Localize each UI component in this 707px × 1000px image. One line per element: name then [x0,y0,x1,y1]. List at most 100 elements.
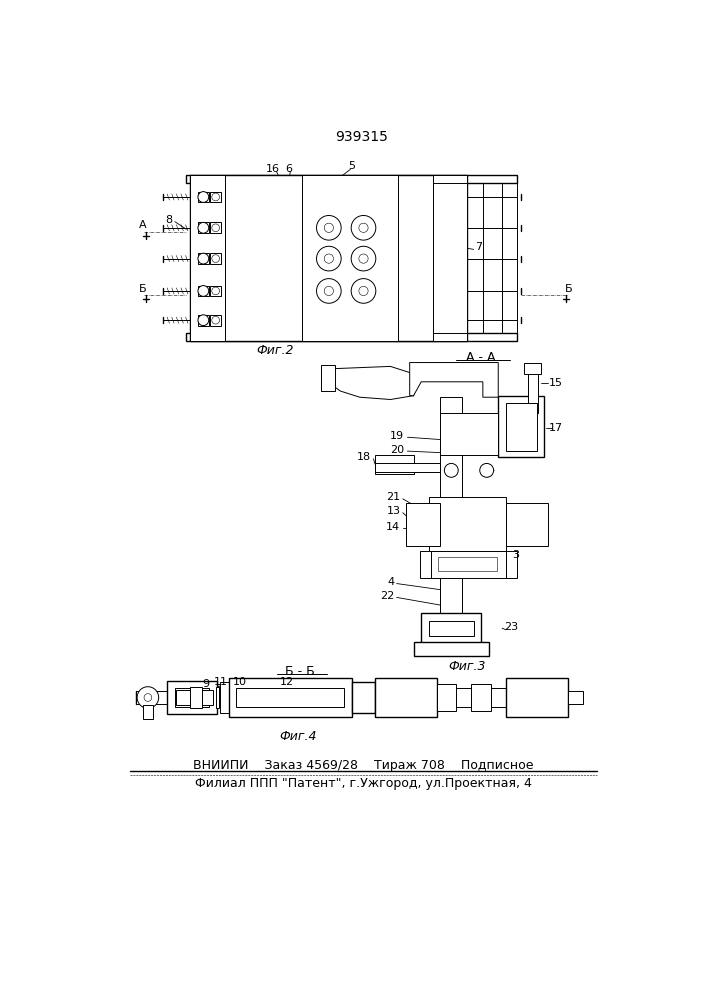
Text: 14: 14 [386,522,400,532]
Bar [414,642,489,656]
Bar [167,681,217,714]
Circle shape [317,215,341,240]
Bar [210,286,221,296]
Bar [491,688,506,707]
Bar [429,497,506,551]
Bar [498,396,544,457]
Bar [429,551,506,578]
Text: 939315: 939315 [336,130,388,144]
Text: 5: 5 [349,161,356,171]
Bar [210,222,221,233]
Bar [219,682,229,713]
Circle shape [480,463,493,477]
Text: Б: Б [566,284,573,294]
Bar [210,253,221,264]
Text: Фиг.3: Фиг.3 [449,660,486,673]
Circle shape [351,215,376,240]
Circle shape [325,254,334,263]
Text: 12: 12 [279,677,293,687]
Bar [198,192,209,202]
Bar [421,613,481,644]
Bar [375,455,414,474]
Bar [527,374,538,413]
Circle shape [325,286,334,296]
Circle shape [198,222,209,233]
Bar [321,365,335,391]
Text: Фиг.4: Фиг.4 [279,730,317,742]
Bar [187,333,518,341]
Text: 9: 9 [202,679,209,689]
Text: 16: 16 [266,164,280,174]
Circle shape [444,463,458,477]
Text: Филиал ППП "Патент", г.Ужгород, ул.Проектная, 4: Филиал ППП "Патент", г.Ужгород, ул.Проек… [195,777,532,790]
Bar [438,557,497,571]
Circle shape [144,694,152,701]
Circle shape [351,246,376,271]
Bar [375,463,440,472]
Bar [190,687,201,708]
Bar [302,175,398,341]
Circle shape [198,253,209,264]
Bar [236,688,344,707]
Circle shape [325,223,334,232]
Bar [375,678,437,717]
Circle shape [359,286,368,296]
Bar [198,253,209,264]
Bar [187,175,518,183]
Bar [506,503,549,546]
Text: Фиг.2: Фиг.2 [256,344,293,358]
Text: 18: 18 [357,452,371,462]
Text: 6: 6 [286,164,292,174]
Text: 10: 10 [233,677,247,687]
Bar [525,363,542,374]
Text: 8: 8 [165,215,173,225]
Circle shape [212,224,219,232]
Bar [229,678,352,717]
Bar [216,687,218,708]
Bar [420,551,431,578]
Bar [176,690,190,705]
Bar [198,315,209,326]
Text: 21: 21 [386,492,400,502]
Bar [456,688,472,707]
Text: 11: 11 [214,677,228,687]
Text: ВНИИПИ    Заказ 4569/28    Тираж 708    Подписное: ВНИИПИ Заказ 4569/28 Тираж 708 Подписное [193,759,534,772]
Text: A - A: A - A [466,351,496,364]
Text: 4: 4 [387,577,395,587]
Polygon shape [409,363,498,397]
Bar [198,286,209,296]
Text: 20: 20 [390,445,404,455]
Text: Б - Б: Б - Б [285,665,315,678]
Circle shape [198,192,209,202]
Circle shape [198,286,209,296]
Bar [433,183,467,333]
Text: 15: 15 [549,378,563,388]
Bar [175,688,209,707]
Bar [506,678,568,717]
Circle shape [359,223,368,232]
Circle shape [359,254,368,263]
Bar [433,175,467,341]
Circle shape [212,287,219,295]
Text: 19: 19 [390,431,404,441]
Text: 17: 17 [549,423,563,433]
Bar [440,578,462,640]
Text: 23: 23 [504,622,518,632]
Bar [506,403,537,451]
Bar [190,175,467,341]
Bar [210,315,221,326]
Bar [352,682,375,713]
Circle shape [317,246,341,271]
Text: 7: 7 [475,242,482,252]
Text: А: А [139,220,146,230]
Bar [143,705,153,719]
Circle shape [212,255,219,262]
Bar [210,192,221,202]
Bar [472,684,491,711]
Text: Б: Б [139,284,146,294]
Text: 13: 13 [387,506,400,516]
Bar [198,222,209,233]
Text: 3: 3 [512,550,519,560]
Circle shape [212,316,219,324]
Bar [467,175,518,341]
